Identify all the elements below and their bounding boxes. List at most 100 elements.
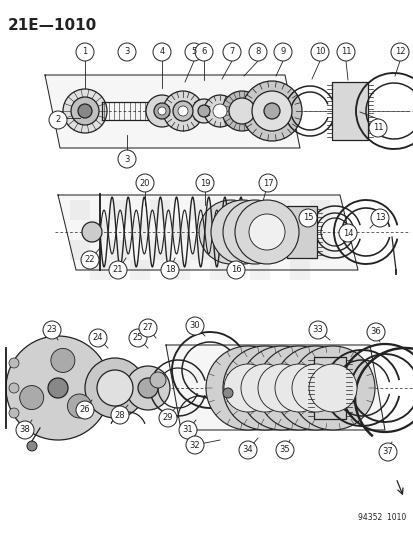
Circle shape xyxy=(81,251,99,269)
Bar xyxy=(289,260,309,280)
Circle shape xyxy=(195,43,212,61)
Bar xyxy=(110,240,130,260)
Bar xyxy=(170,260,190,280)
Circle shape xyxy=(338,224,356,242)
Bar xyxy=(70,200,90,220)
Circle shape xyxy=(240,346,323,430)
Bar xyxy=(209,260,230,280)
Circle shape xyxy=(78,104,92,118)
Bar xyxy=(269,240,289,260)
Text: 18: 18 xyxy=(164,265,175,274)
Circle shape xyxy=(223,43,240,61)
Circle shape xyxy=(153,43,171,61)
Text: 36: 36 xyxy=(370,327,380,336)
Circle shape xyxy=(248,214,284,250)
Text: 38: 38 xyxy=(19,425,30,434)
Circle shape xyxy=(161,261,178,279)
Circle shape xyxy=(9,408,19,418)
Text: 6: 6 xyxy=(201,47,206,56)
Circle shape xyxy=(63,89,107,133)
Circle shape xyxy=(97,370,133,406)
Circle shape xyxy=(138,378,158,398)
Circle shape xyxy=(89,329,107,347)
Circle shape xyxy=(308,321,326,339)
Text: 23: 23 xyxy=(47,326,57,335)
Circle shape xyxy=(211,200,274,264)
Circle shape xyxy=(274,364,322,412)
Bar xyxy=(230,240,249,260)
Circle shape xyxy=(310,43,328,61)
Circle shape xyxy=(370,209,388,227)
Circle shape xyxy=(336,43,354,61)
Bar xyxy=(190,240,209,260)
Circle shape xyxy=(224,214,260,250)
Circle shape xyxy=(212,104,226,118)
Circle shape xyxy=(159,409,177,427)
Circle shape xyxy=(126,366,170,410)
Bar xyxy=(190,200,209,220)
Bar xyxy=(90,220,110,240)
Circle shape xyxy=(16,421,34,439)
Text: 4: 4 xyxy=(159,47,164,56)
Circle shape xyxy=(256,346,340,430)
Circle shape xyxy=(163,91,202,131)
Bar xyxy=(130,220,150,240)
Circle shape xyxy=(236,214,272,250)
Circle shape xyxy=(366,323,384,341)
Text: 34: 34 xyxy=(242,446,253,455)
Circle shape xyxy=(259,174,276,192)
Circle shape xyxy=(20,385,44,409)
Circle shape xyxy=(76,401,94,419)
Text: 37: 37 xyxy=(382,448,392,456)
Bar xyxy=(269,200,289,220)
Circle shape xyxy=(275,441,293,459)
Text: 27: 27 xyxy=(142,324,153,333)
Text: 14: 14 xyxy=(342,229,352,238)
Text: 11: 11 xyxy=(340,47,350,56)
Text: 17: 17 xyxy=(262,179,273,188)
Circle shape xyxy=(150,372,166,388)
Circle shape xyxy=(221,91,261,131)
Circle shape xyxy=(378,443,396,461)
Circle shape xyxy=(290,346,374,430)
Circle shape xyxy=(85,358,145,418)
Circle shape xyxy=(195,174,214,192)
Text: 28: 28 xyxy=(114,410,125,419)
Circle shape xyxy=(263,103,279,119)
Text: 11: 11 xyxy=(372,124,382,133)
Circle shape xyxy=(298,209,316,227)
Text: 1: 1 xyxy=(82,47,88,56)
Circle shape xyxy=(76,43,94,61)
Text: 21E—1010: 21E—1010 xyxy=(8,18,97,33)
Circle shape xyxy=(43,321,61,339)
Circle shape xyxy=(71,97,99,125)
Text: 20: 20 xyxy=(140,179,150,188)
Bar xyxy=(249,260,269,280)
Text: 7: 7 xyxy=(229,47,234,56)
Circle shape xyxy=(238,441,256,459)
Circle shape xyxy=(9,383,19,393)
Circle shape xyxy=(49,111,67,129)
Circle shape xyxy=(67,394,91,418)
Text: 9: 9 xyxy=(280,47,285,56)
Bar xyxy=(130,260,150,280)
Bar xyxy=(309,200,329,220)
Bar xyxy=(331,82,367,140)
Circle shape xyxy=(228,98,254,124)
Circle shape xyxy=(109,261,127,279)
Text: 32: 32 xyxy=(189,440,200,449)
Circle shape xyxy=(192,99,216,123)
Text: 29: 29 xyxy=(162,414,173,423)
Circle shape xyxy=(223,388,233,398)
Text: 33: 33 xyxy=(312,326,323,335)
Circle shape xyxy=(257,364,305,412)
Bar xyxy=(90,260,110,280)
Circle shape xyxy=(111,406,129,424)
Circle shape xyxy=(51,349,75,373)
Circle shape xyxy=(197,105,209,117)
Text: 2: 2 xyxy=(55,116,60,125)
Text: 31: 31 xyxy=(182,425,193,434)
Bar xyxy=(110,200,130,220)
Text: 24: 24 xyxy=(93,334,103,343)
Circle shape xyxy=(223,364,271,412)
